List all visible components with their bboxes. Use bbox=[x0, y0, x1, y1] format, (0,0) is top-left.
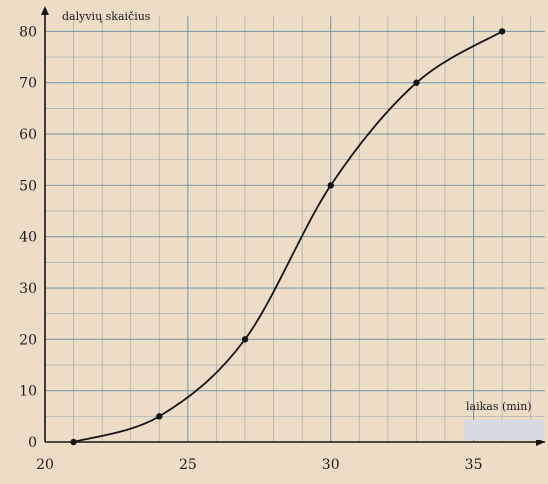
data-point bbox=[70, 438, 77, 446]
x-axis-label-box bbox=[464, 420, 544, 440]
y-tick-label: 0 bbox=[28, 435, 37, 451]
y-tick-label: 10 bbox=[19, 384, 37, 400]
y-tick-label: 30 bbox=[19, 281, 37, 297]
y-tick-label: 40 bbox=[19, 230, 37, 246]
data-point bbox=[498, 28, 506, 35]
axes bbox=[41, 6, 545, 446]
x-tick-label: 30 bbox=[322, 457, 340, 473]
y-tick-label: 50 bbox=[19, 178, 37, 194]
x-tick-label: 25 bbox=[179, 457, 197, 473]
x-tick-label: 20 bbox=[36, 457, 54, 473]
y-tick-label: 70 bbox=[19, 76, 37, 92]
y-tick-label: 60 bbox=[19, 127, 37, 143]
y-tick-label: 80 bbox=[19, 24, 37, 40]
y-tick-label: 20 bbox=[19, 332, 37, 348]
data-points bbox=[70, 28, 506, 446]
data-point bbox=[327, 182, 334, 189]
y-axis-label: dalyvių skaičius bbox=[62, 10, 151, 23]
x-tick-label: 35 bbox=[465, 457, 483, 473]
tick-labels: 20 25 30 35 0 10 20 30 40 50 60 70 80 bbox=[19, 24, 482, 473]
grid bbox=[44, 16, 545, 443]
y-axis-arrow bbox=[41, 6, 49, 15]
data-point bbox=[413, 79, 420, 86]
data-point bbox=[156, 413, 163, 420]
data-point bbox=[241, 336, 249, 343]
x-axis-label: laikas (min) bbox=[466, 400, 532, 413]
